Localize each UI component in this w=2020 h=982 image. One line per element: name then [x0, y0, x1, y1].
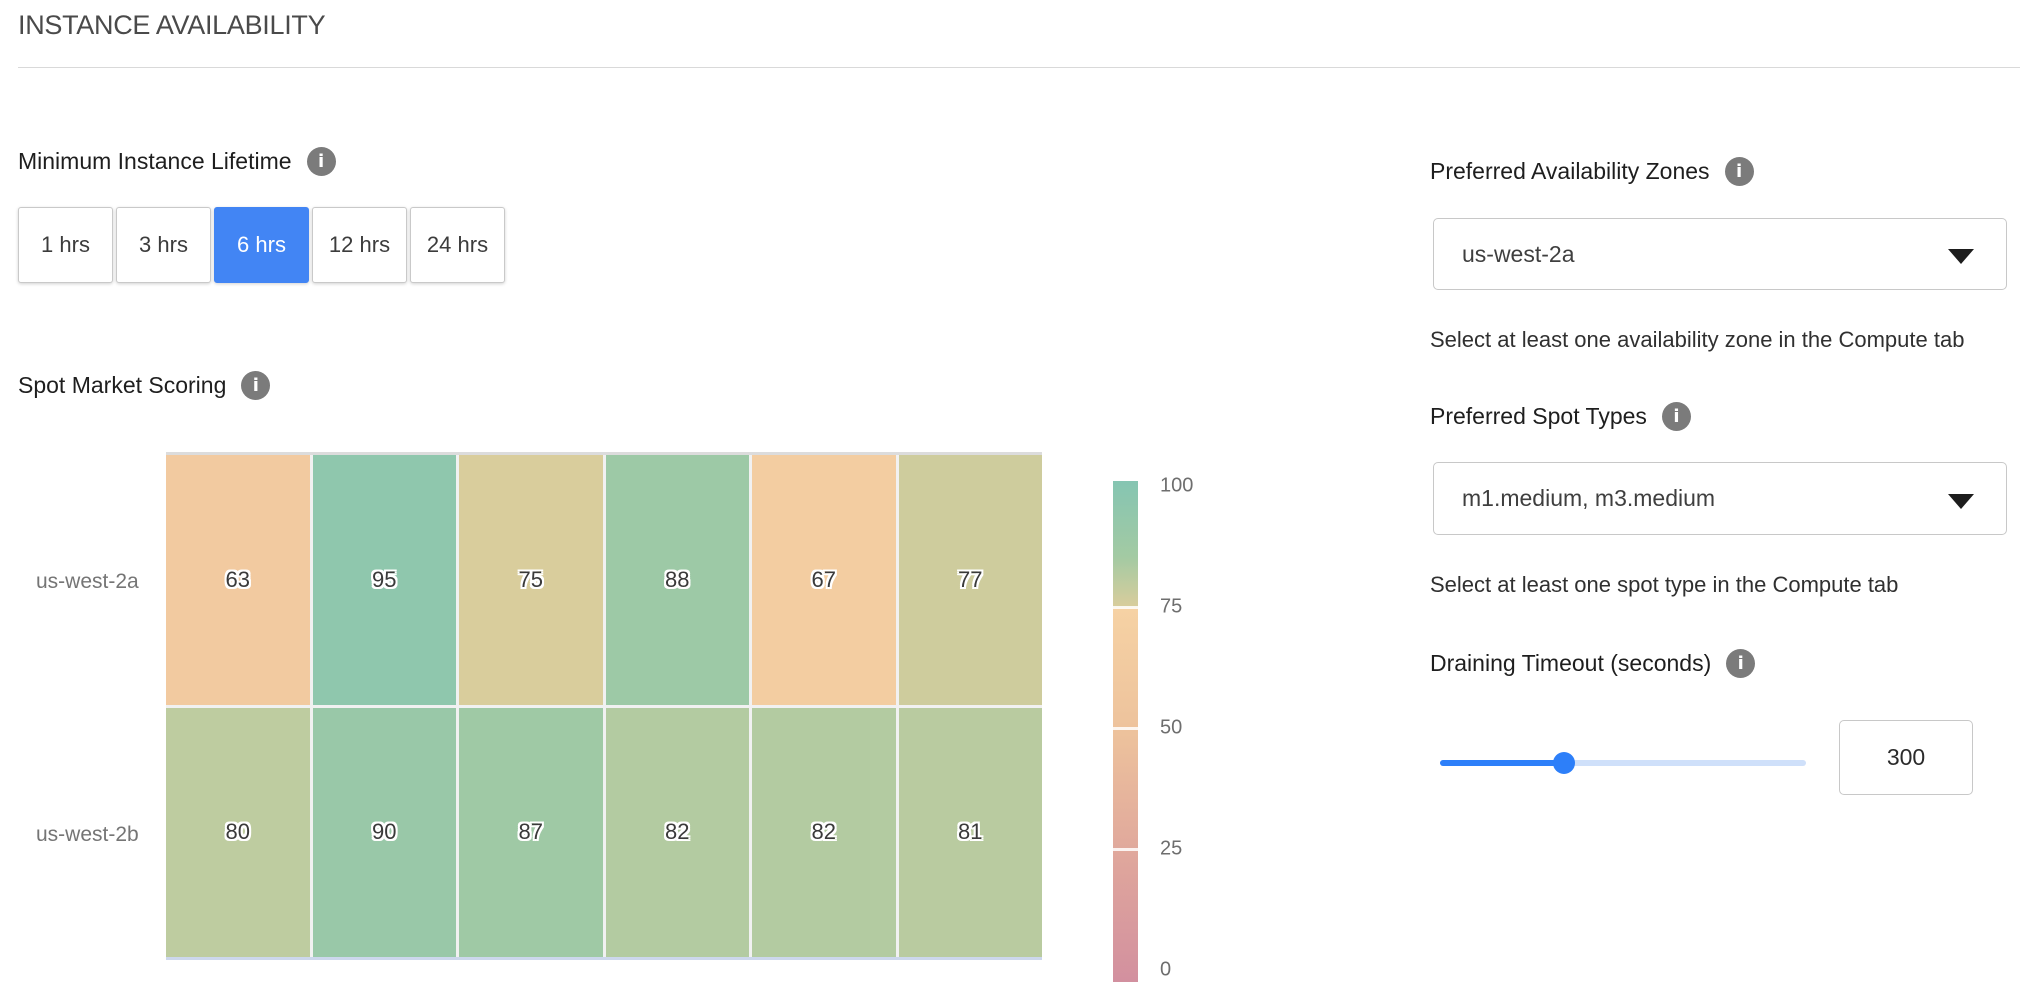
lifetime-option-6-hrs[interactable]: 6 hrs [214, 207, 309, 283]
legend-tick-label: 100 [1160, 474, 1194, 497]
zones-helper-text: Select at least one availability zone in… [1430, 327, 1965, 352]
lifetime-option-3-hrs[interactable]: 3 hrs [116, 207, 211, 283]
spot-types-label: Preferred Spot Types [1430, 403, 1647, 429]
heatmap-cell: 77 [898, 455, 1042, 705]
header-divider [18, 67, 2020, 68]
availability-zones-select[interactable]: us-west-2a [1433, 218, 2007, 290]
draining-timeout-input[interactable] [1839, 720, 1973, 795]
lifetime-option-24-hrs[interactable]: 24 hrs [410, 207, 505, 283]
info-icon[interactable]: i [1726, 649, 1756, 678]
spot-types-helper-text: Select at least one spot type in the Com… [1430, 572, 1899, 597]
spot-types-select[interactable]: m1.medium, m3.medium [1433, 462, 2007, 535]
heatmap-row-label: us-west-2b [36, 823, 139, 846]
lifetime-button-group: 1 hrs 3 hrs 6 hrs 12 hrs 24 hrs [18, 207, 505, 283]
heatmap-cell: 95 [312, 455, 456, 705]
spot-types-value: m1.medium, m3.medium [1462, 485, 1716, 511]
heatmap-cell: 88 [605, 455, 749, 705]
heatmap-cell: 82 [752, 707, 896, 957]
legend-divider [1113, 727, 1138, 730]
heatmap-cell: 67 [752, 455, 896, 705]
legend-divider [1113, 848, 1138, 851]
draining-timeout-slider[interactable] [1440, 752, 1806, 774]
heatmap-cell: 90 [312, 707, 456, 957]
info-icon[interactable]: i [241, 371, 271, 400]
legend-tick-label: 50 [1160, 716, 1183, 739]
heatmap-cell: 75 [459, 455, 603, 705]
info-icon[interactable]: i [1661, 402, 1691, 431]
page-title: INSTANCE AVAILABILITY [18, 10, 326, 40]
heatmap-cell: 80 [166, 707, 310, 957]
info-icon[interactable]: i [1724, 157, 1754, 186]
lifetime-option-12-hrs[interactable]: 12 hrs [312, 207, 407, 283]
slider-fill [1440, 760, 1565, 766]
chevron-down-icon [1948, 493, 1974, 509]
heatmap-row-label: us-west-2a [36, 570, 139, 593]
legend-divider [1113, 606, 1138, 609]
availability-zones-value: us-west-2a [1462, 240, 1575, 267]
heatmap-color-legend [1113, 481, 1138, 982]
spot-score-heatmap: 63 95 75 88 67 77 80 90 87 82 82 81 [166, 452, 1042, 960]
slider-thumb[interactable] [1553, 752, 1576, 774]
heatmap-cell: 82 [605, 707, 749, 957]
lifetime-label: Minimum Instance Lifetime [18, 148, 292, 174]
chevron-down-icon [1948, 249, 1974, 264]
slider-track[interactable] [1440, 760, 1806, 766]
legend-tick-label: 25 [1160, 837, 1183, 860]
draining-timeout-label: Draining Timeout (seconds) [1430, 650, 1712, 676]
scoring-label: Spot Market Scoring [18, 372, 227, 398]
info-icon[interactable]: i [306, 147, 336, 176]
heatmap-cell: 63 [166, 455, 310, 705]
legend-tick-label: 0 [1160, 958, 1172, 981]
heatmap-cell: 87 [459, 707, 603, 957]
lifetime-option-1-hrs[interactable]: 1 hrs [18, 207, 113, 283]
heatmap-cell: 81 [898, 707, 1042, 957]
legend-tick-label: 75 [1160, 595, 1183, 618]
zones-label: Preferred Availability Zones [1430, 158, 1710, 184]
